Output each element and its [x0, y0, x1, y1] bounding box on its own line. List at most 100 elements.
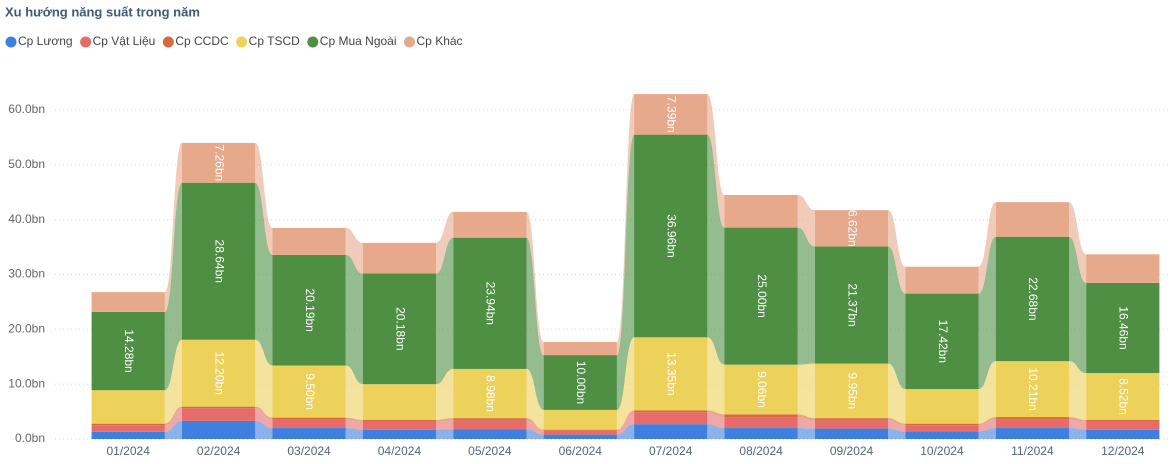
ribbon: [345, 428, 363, 439]
legend-label: Cp Lương: [18, 34, 73, 48]
data-label: 7.26bn: [212, 144, 226, 181]
bar-segment: [182, 406, 256, 409]
ribbon: [707, 412, 725, 429]
data-label: 20.18bn: [393, 307, 407, 350]
ribbon: [255, 408, 273, 429]
ribbon: [526, 368, 544, 430]
bar-segment: [905, 431, 979, 439]
ribbon: [797, 195, 815, 247]
bar-segment: [543, 429, 617, 431]
bar-segment: [905, 293, 979, 390]
bar-segment: [91, 292, 165, 312]
ribbon: [1068, 419, 1087, 430]
bar-segment: [995, 428, 1069, 439]
legend-swatch: [5, 36, 17, 48]
data-label: 22.68bn: [1026, 277, 1040, 320]
bar-segment: [543, 434, 617, 439]
bar-segment: [543, 409, 617, 430]
ribbon: [345, 365, 363, 420]
legend: Cp Lương Cp Vật Liệu Cp CCDC Cp TSCD Cp Mua …: [5, 34, 463, 48]
ribbon: [616, 412, 635, 435]
bar-segment: [995, 417, 1069, 420]
legend-swatch: [236, 36, 248, 48]
bar-segment: [634, 410, 708, 413]
ribbon: [345, 254, 363, 385]
bar-segment: [182, 339, 256, 407]
ribbon: [888, 420, 906, 432]
bar-segment: [905, 425, 979, 432]
bar-segment: [543, 341, 617, 356]
bar-segment: [453, 420, 527, 430]
x-tick-label: 04/2024: [378, 444, 422, 458]
ribbon: [616, 134, 635, 410]
ribbon: [797, 414, 815, 421]
ribbon: [526, 418, 544, 431]
ribbon: [707, 134, 725, 365]
bar-segment: [724, 195, 798, 228]
x-tick-label: 06/2024: [559, 444, 603, 458]
legend-swatch: [162, 36, 174, 48]
bar-segment: [362, 242, 437, 274]
y-tick-label: 60.0bn: [8, 102, 45, 116]
legend-label: Cp Mua Ngoài: [320, 34, 397, 48]
data-label: 16.46bn: [1117, 306, 1131, 349]
y-tick-label: 10.0bn: [8, 376, 45, 390]
ribbon: [255, 339, 273, 418]
ribbon: [255, 406, 273, 420]
data-label: 9.50bn: [303, 373, 317, 410]
bar-segment: [272, 417, 346, 420]
x-tick-label: 11/2024: [1011, 444, 1054, 458]
data-label: 8.98bn: [484, 375, 498, 412]
data-label: 9.95bn: [845, 373, 859, 410]
data-label: 28.64bn: [212, 240, 226, 283]
ribbon: [436, 429, 454, 439]
x-tick-label: 12/2024: [1101, 444, 1145, 458]
ribbon: [526, 211, 544, 356]
bar-segment: [995, 419, 1069, 429]
legend-swatch: [80, 36, 92, 48]
bar-segment: [634, 337, 708, 411]
y-tick-label: 20.0bn: [8, 322, 45, 336]
ribbon: [526, 429, 544, 439]
bar-segment: [543, 355, 617, 410]
bar-segment: [1086, 421, 1160, 430]
ribbon: [978, 361, 996, 424]
y-tick-label: 40.0bn: [8, 212, 45, 226]
bar-segment: [362, 273, 437, 385]
chart-title: Xu hướng năng suất trong năm: [5, 4, 200, 19]
data-label: 10.00bn: [574, 361, 588, 404]
ribbon: [164, 182, 183, 391]
ribbon: [978, 419, 996, 432]
bar-segment: [182, 182, 256, 340]
ribbon: [436, 237, 454, 385]
ribbon: [1068, 428, 1087, 439]
bar-segment: [814, 246, 889, 364]
legend-swatch: [404, 36, 416, 48]
x-tick-label: 02/2024: [197, 444, 241, 458]
bar-segment: [272, 254, 346, 366]
ribbon: [978, 236, 996, 390]
ribbon: [616, 337, 635, 430]
ribbon: [707, 410, 725, 418]
ribbon: [978, 417, 996, 426]
ribbon: [888, 210, 906, 294]
bar-segment: [724, 417, 798, 429]
legend-label: Cp Khác: [417, 34, 463, 48]
bar-segment: [543, 430, 617, 435]
bar-segment: [362, 421, 437, 430]
data-label: 20.19bn: [303, 288, 317, 331]
bar-segment: [814, 428, 889, 439]
bar-segment: [91, 425, 165, 432]
data-label: 23.94bn: [484, 282, 498, 325]
ribbon: [526, 420, 544, 435]
bar-segment: [453, 429, 527, 439]
data-label: 10.21bn: [1026, 367, 1040, 410]
bar-segment: [91, 431, 165, 439]
bar-segment: [272, 428, 346, 439]
data-label: 13.35bn: [665, 352, 679, 395]
bar-segment: [1086, 373, 1160, 420]
ribbon: [707, 337, 725, 415]
ribbon: [978, 428, 996, 439]
ribbon: [616, 94, 635, 356]
